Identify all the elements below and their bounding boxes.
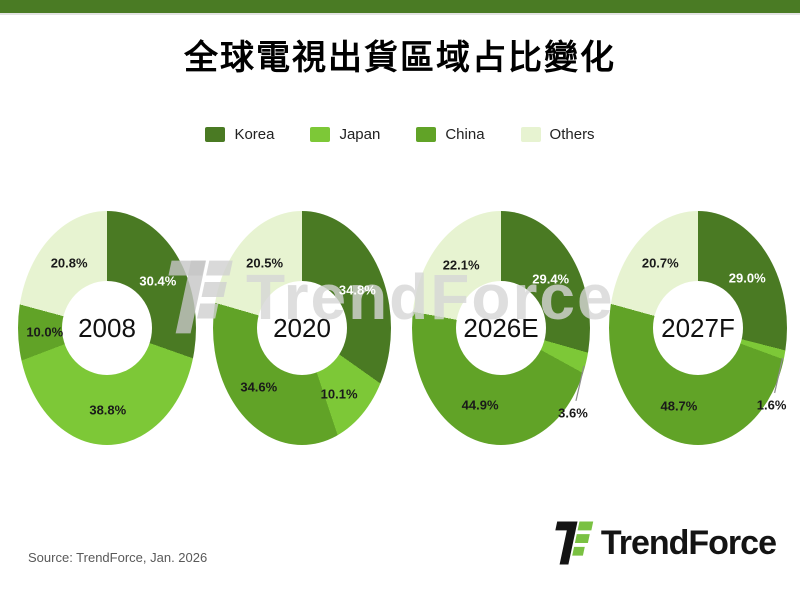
slice-label-china: 48.7% — [660, 398, 698, 414]
donut-year-label: 2008 — [78, 312, 136, 343]
donut-2026e: 2026E 29.4% 3.6% 44.9% 22.1% — [412, 211, 590, 445]
slice-label-others: 20.5% — [246, 255, 284, 270]
legend: Korea Japan China Others — [0, 126, 800, 143]
legend-item-japan: Japan — [310, 126, 380, 143]
slice-label-china: 44.9% — [461, 397, 499, 413]
donut-hole: 2020 — [257, 281, 347, 375]
trendforce-logo-text: TrendForce — [600, 523, 777, 562]
slice-label-korea: 30.4% — [139, 273, 177, 289]
donut-2020: 2020 34.8% 10.1% 34.6% 20.5% — [213, 211, 391, 445]
slice-label-others: 22.1% — [442, 257, 480, 273]
legend-label: Japan — [339, 126, 381, 143]
slice-label-others: 20.8% — [50, 255, 88, 271]
legend-item-korea: Korea — [205, 126, 274, 143]
donut-2027f: 2027F 29.0% 1.6% 48.7% 20.7% — [609, 211, 787, 445]
page-title: 全球電視出貨區域占比變化 — [184, 39, 616, 77]
trendforce-logo: TrendForce — [548, 517, 777, 569]
legend-item-others: Others — [520, 126, 595, 143]
leader-lines — [213, 211, 391, 445]
leader-lines — [575, 365, 585, 402]
slice-label-korea: 29.0% — [728, 270, 766, 286]
slice-label-china: 10.0% — [26, 324, 64, 340]
legend-label: Others — [549, 126, 595, 143]
donut-year-label: 2020 — [273, 312, 331, 343]
slice-label-japan: 3.6% — [558, 405, 588, 421]
donut-year-label: 2027F — [661, 312, 735, 343]
legend-item-china: China — [416, 126, 485, 143]
source-note: Source: TrendForce, Jan. 2026 — [28, 550, 208, 565]
top-bar — [0, 0, 800, 15]
slice-label-japan: 38.8% — [89, 402, 127, 418]
leader-lines — [774, 357, 784, 394]
donut-year-label: 2026E — [463, 312, 539, 343]
slice-label-others: 20.7% — [641, 255, 679, 271]
slice-label-korea: 29.4% — [532, 271, 570, 287]
legend-swatch-korea — [205, 127, 226, 142]
slice-label-china: 34.6% — [240, 379, 278, 395]
slice-label-korea: 34.8% — [338, 282, 376, 298]
legend-label: China — [445, 126, 485, 143]
trendforce-logo-icon — [555, 521, 594, 565]
donut-hole: 2026E — [456, 281, 546, 375]
donut-2008: 2008 30.4% 38.8% 10.0% 20.8% — [18, 211, 196, 445]
legend-label: Korea — [234, 126, 275, 143]
legend-swatch-china — [416, 127, 437, 142]
legend-swatch-japan — [310, 127, 331, 142]
donut-hole: 2027F — [653, 281, 743, 375]
slice-label-japan: 10.1% — [320, 386, 358, 402]
donut-hole: 2008 — [62, 281, 152, 375]
slice-label-japan: 1.6% — [756, 397, 787, 413]
legend-swatch-others — [520, 127, 541, 142]
